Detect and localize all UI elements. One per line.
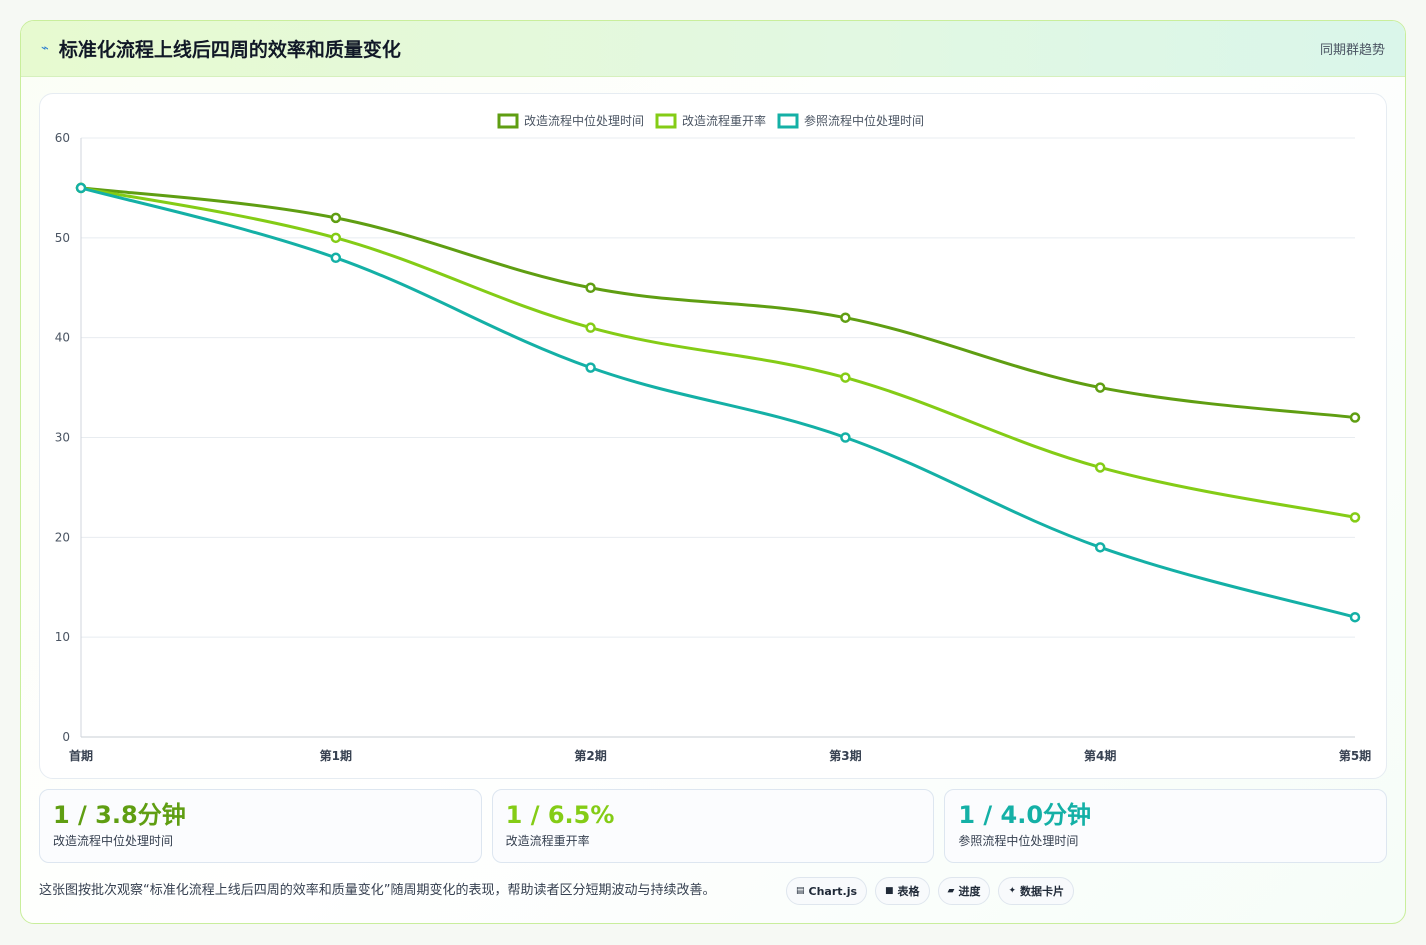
- line-chart: 0 10 20 30 40 50 60 首期 第1期 第2期 第3期 第4期 第5期 改造流程中位处理时间…: [55, 113, 1371, 763]
- x-tick-label: 第2期: [574, 748, 606, 763]
- stat-label: 参照流程中位处理时间: [958, 834, 1079, 848]
- stats-row: 1 / 3.8分钟 改造流程中位处理时间 1 / 6.5% 改造流程重开率 1 …: [39, 789, 1388, 863]
- y-tick-label: 20: [55, 530, 70, 544]
- y-tick-label: 40: [55, 331, 70, 345]
- progress-icon: ▰: [947, 886, 955, 896]
- card-header: ⌁ 标准化流程上线后四周的效率和质量变化 同期群趋势: [21, 21, 1405, 77]
- legend-label: 改造流程重开率: [682, 113, 766, 128]
- chart-icon: ▤: [796, 886, 805, 896]
- legend-swatch: [655, 113, 677, 129]
- x-tick-label: 第3期: [829, 748, 861, 763]
- view-switcher: ▤ Chart.js ■ 表格 ▰ 进度 ✦ 数据卡片: [786, 877, 1075, 905]
- data-point: [1094, 382, 1106, 393]
- chart-note: 这张图按批次观察“标准化流程上线后四周的效率和质量变化”随周期变化的表现，帮助读…: [39, 883, 716, 898]
- chart-panel: 0 10 20 30 40 50 60 首期 第1期 第2期 第3期 第4期 第5期 改造流程中位处理时间…: [39, 93, 1387, 779]
- pill-label: 表格: [897, 885, 920, 898]
- data-point: [1094, 542, 1106, 553]
- data-point: [330, 212, 342, 224]
- stat-value: 1 / 6.5%: [505, 801, 615, 829]
- stat-card: 1 / 3.8分钟 改造流程中位处理时间: [39, 789, 482, 863]
- stat-label: 改造流程中位处理时间: [53, 834, 174, 848]
- legend-swatch: [497, 113, 519, 129]
- y-tick-label: 0: [62, 730, 70, 744]
- data-point: [330, 252, 342, 264]
- data-point: [585, 322, 596, 333]
- sparkle-icon: ✦: [1008, 886, 1017, 896]
- pill-label: Chart.js: [808, 884, 858, 898]
- legend-label: 参照流程中位处理时间: [804, 113, 924, 128]
- data-point: [1349, 611, 1361, 623]
- header-tag: 同期群趋势: [1319, 43, 1385, 58]
- legend-label: 改造流程中位处理时间: [524, 113, 644, 128]
- title-group: ⌁ 标准化流程上线后四周的效率和质量变化: [41, 35, 401, 62]
- y-tick-label: 50: [55, 231, 70, 245]
- data-point: [585, 362, 596, 373]
- data-point: [840, 312, 851, 323]
- y-tick-label: 60: [55, 131, 70, 145]
- table-icon: ■: [885, 886, 894, 896]
- data-point: [840, 372, 851, 383]
- x-tick-label: 第5期: [1339, 748, 1371, 763]
- stat-value: 1 / 4.0分钟: [958, 801, 1092, 829]
- trend-icon: ⌁: [41, 41, 49, 56]
- pill-label: 数据卡片: [1020, 885, 1065, 898]
- y-tick-label: 30: [55, 431, 70, 445]
- data-point: [840, 432, 851, 443]
- series-line: [80, 186, 1356, 519]
- data-point: [330, 232, 342, 244]
- data-point: [1094, 462, 1106, 473]
- series-line: [80, 186, 1356, 420]
- pill-data-cards[interactable]: ✦ 数据卡片: [998, 877, 1075, 905]
- footer: 这张图按批次观察“标准化流程上线后四周的效率和质量变化”随周期变化的表现，帮助读…: [39, 877, 1387, 909]
- x-tick-label: 第4期: [1084, 748, 1116, 763]
- pill-chartjs[interactable]: ▤ Chart.js: [786, 877, 868, 905]
- stat-card: 1 / 6.5% 改造流程重开率: [491, 789, 935, 863]
- y-tick-label: 10: [55, 630, 70, 644]
- stat-label: 改造流程重开率: [505, 834, 590, 848]
- pill-progress[interactable]: ▰ 进度: [937, 877, 991, 905]
- data-point: [1349, 512, 1361, 523]
- chart-card: ⌁ 标准化流程上线后四周的效率和质量变化 同期群趋势 0 10 20 30 40 50 60…: [20, 20, 1406, 924]
- pill-label: 进度: [958, 885, 981, 898]
- page-title: 标准化流程上线后四周的效率和质量变化: [58, 39, 401, 61]
- stat-card: 1 / 4.0分钟 参照流程中位处理时间: [944, 789, 1388, 863]
- data-point: [75, 182, 87, 194]
- data-point: [585, 282, 596, 293]
- x-tick-label: 第1期: [320, 748, 352, 763]
- legend-swatch: [777, 113, 799, 129]
- pill-table[interactable]: ■ 表格: [875, 877, 930, 905]
- x-tick-label: 首期: [69, 748, 93, 763]
- series-line: [80, 186, 1356, 619]
- stat-value: 1 / 3.8分钟: [53, 801, 186, 829]
- data-point: [1349, 412, 1361, 423]
